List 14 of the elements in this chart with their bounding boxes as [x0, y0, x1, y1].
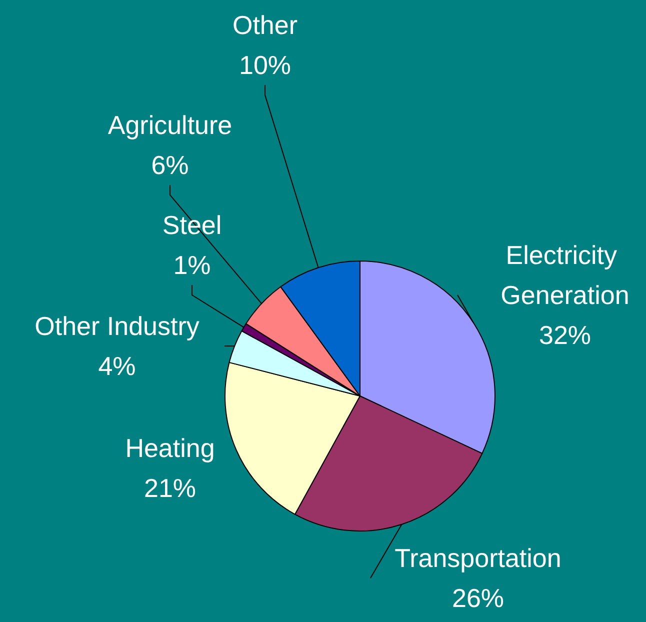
data-label: 26%: [452, 583, 504, 613]
slice-label: Steel: [162, 210, 222, 240]
data-label: 1%: [173, 250, 211, 280]
data-label: 4%: [98, 351, 136, 381]
slice-label: Other Industry: [34, 311, 200, 341]
slice-label: Electricity Generation: [500, 240, 630, 310]
slice-label: Agriculture: [108, 110, 232, 140]
slice-label: Other: [232, 10, 298, 40]
slice-label: Heating: [125, 433, 215, 463]
data-label: 6%: [151, 150, 189, 180]
data-label: 10%: [238, 50, 292, 80]
data-label: 21%: [144, 473, 196, 503]
data-label: 32%: [538, 320, 592, 350]
slice-label: Transportation: [394, 543, 562, 573]
